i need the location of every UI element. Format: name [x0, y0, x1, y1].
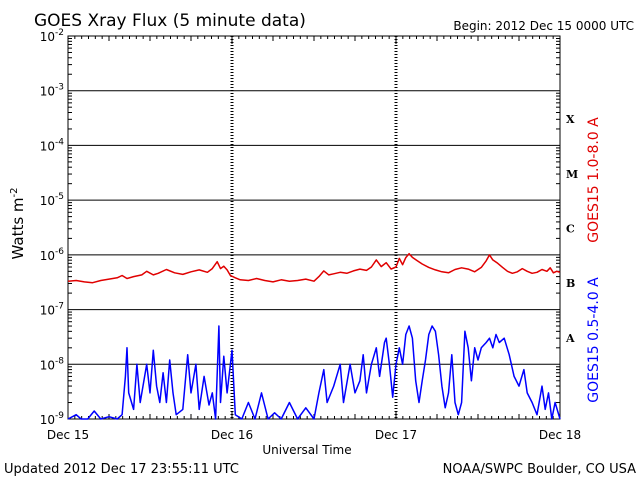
- x-axis-label: Universal Time: [262, 443, 351, 457]
- series-line: [67, 325, 561, 420]
- chart-title: GOES Xray Flux (5 minute data): [34, 11, 306, 31]
- y-axis-label: Watts m-2: [9, 187, 27, 259]
- begin-label: Begin: 2012 Dec 15 0000 UTC: [453, 19, 634, 33]
- y-tick-label: 10-2: [40, 28, 64, 44]
- flare-class-label: B: [566, 277, 575, 290]
- y-tick-label: 10-6: [40, 247, 65, 263]
- flare-class-label: M: [566, 168, 578, 181]
- y-tick-label: 10-5: [40, 192, 64, 208]
- y-tick-label: 10-3: [40, 83, 64, 99]
- flare-class-label: C: [566, 223, 575, 236]
- credit-label: NOAA/SWPC Boulder, CO USA: [443, 462, 636, 477]
- x-tick-label: Dec 16: [211, 428, 253, 442]
- series-label: GOES15 0.5-4.0 A: [586, 277, 602, 403]
- x-tick-label: Dec 17: [375, 428, 417, 442]
- y-tick-label: 10-8: [40, 356, 65, 372]
- y-tick-label: 10-4: [40, 137, 65, 153]
- plot-area: 10-9 10-8 10-7 10-6 10-5 10-4 10-3 10-2 Dec 15 De…: [9, 28, 602, 442]
- y-tick-label: 10-7: [40, 302, 64, 318]
- plot-frame: [67, 35, 561, 420]
- y-tick-label: 10-9: [40, 411, 65, 427]
- series-line: [67, 252, 561, 284]
- series-label: GOES15 1.0-8.0 A: [586, 117, 602, 243]
- x-tick-label: Dec 18: [539, 428, 581, 442]
- flare-class-label: A: [565, 332, 575, 345]
- updated-timestamp: Updated 2012 Dec 17 23:55:11 UTC: [4, 462, 239, 477]
- x-tick-label: Dec 15: [47, 428, 89, 442]
- flare-class-label: X: [566, 113, 575, 126]
